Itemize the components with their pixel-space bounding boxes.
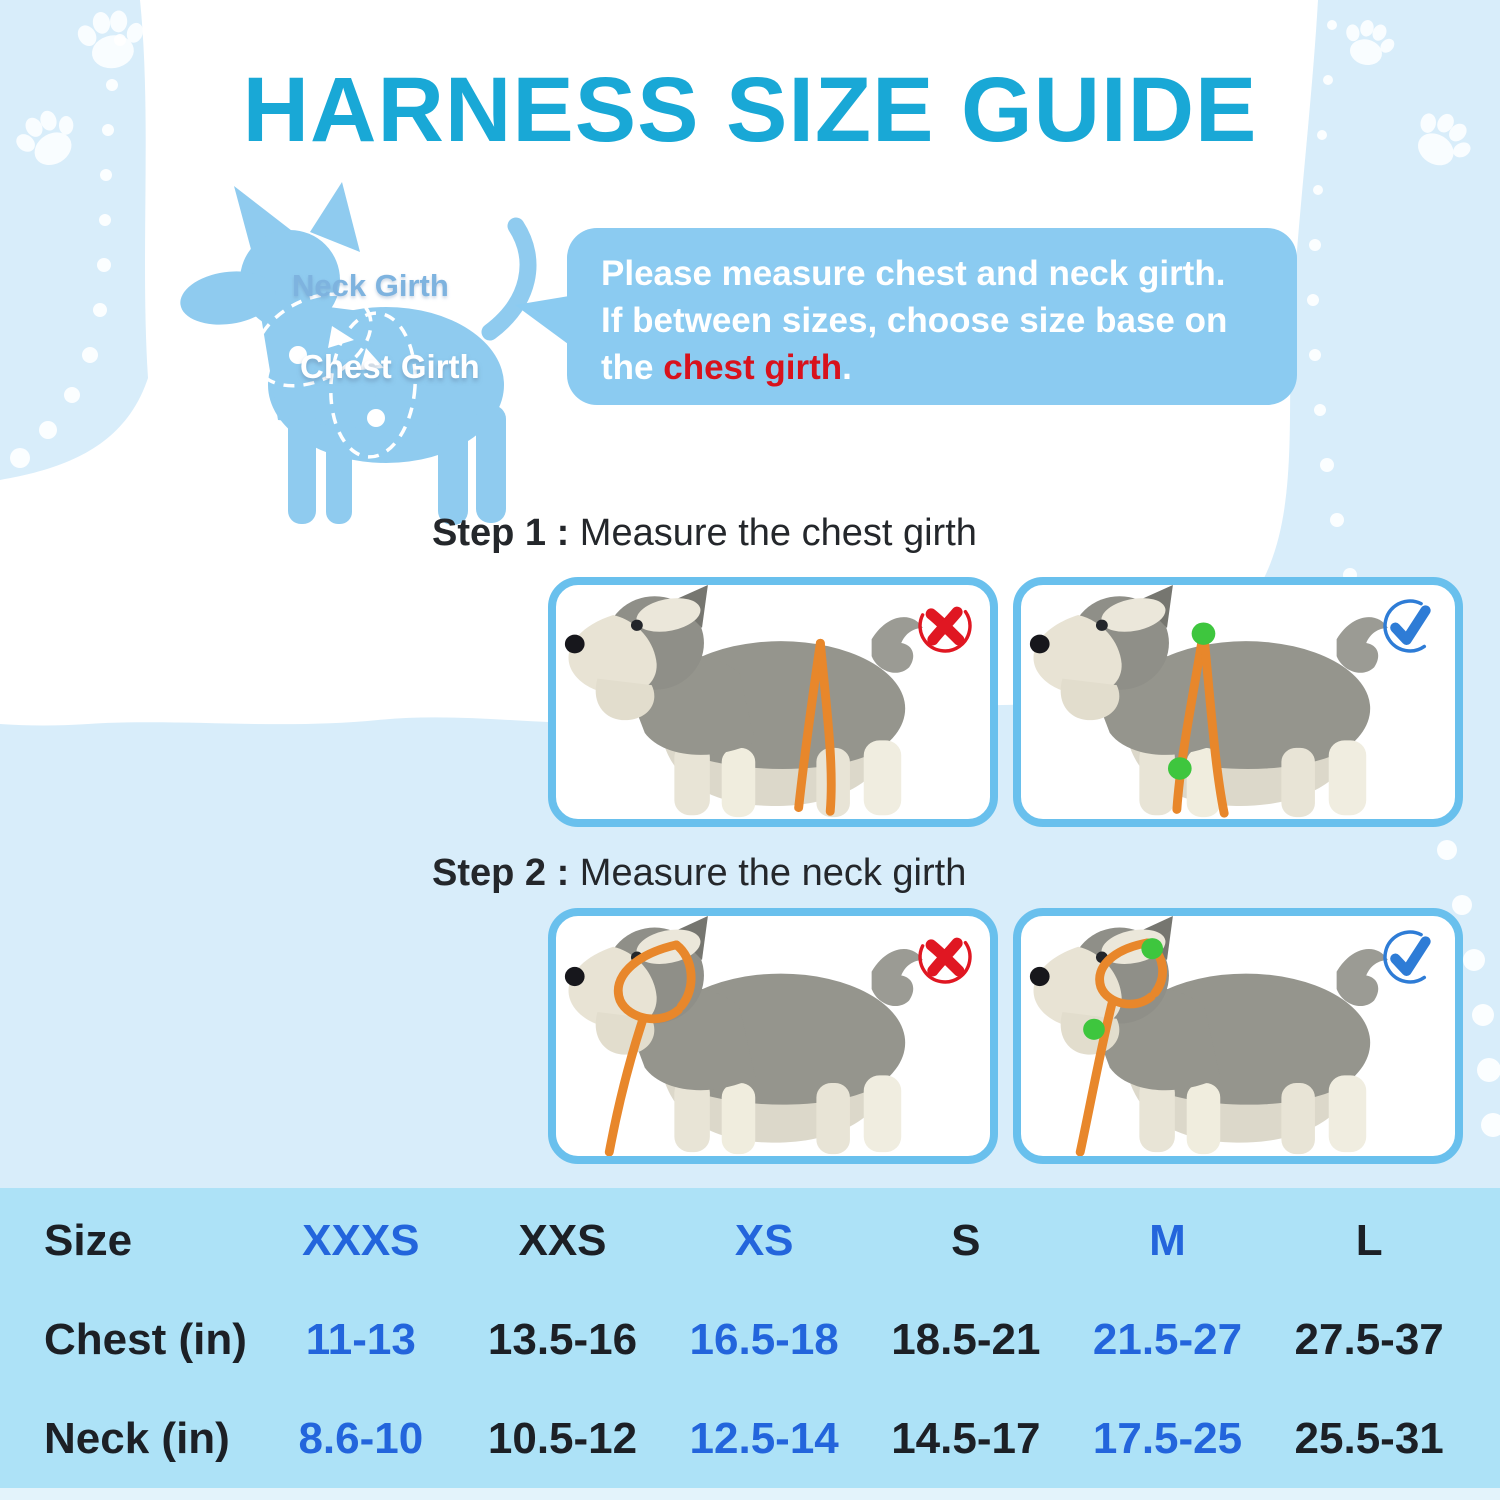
dog-silhouette-graphic [180,182,537,525]
plush-dog-photo [1029,916,1388,1156]
x-mark-icon [914,595,976,657]
size-col-xs: XS [734,1216,794,1266]
chest-girth-highlight: chest girth [663,348,843,387]
step2-wrong-card [548,908,998,1164]
page-title: HARNESS SIZE GUIDE [242,59,1258,161]
step2-correct-card [1013,908,1463,1164]
neck-girth-label: Neck Girth [292,268,449,303]
chest-row-label: Chest (in) [44,1314,247,1364]
bubble-tail [511,289,575,345]
neck-l: 25.5-31 [1294,1413,1444,1463]
step1-wrong-card [548,577,998,827]
check-mark-icon [1379,595,1441,657]
chest-m: 21.5-27 [1092,1314,1243,1364]
chest-xs: 16.5-18 [689,1314,839,1364]
step-1-title: Measure the chest girth [569,512,977,554]
chest-girth-label: Chest Girth [300,348,480,385]
dog-measurement-diagram [138,180,548,532]
neck-m: 17.5-25 [1092,1413,1243,1463]
step-2-prefix: Step 2 : [432,852,570,894]
step-1-prefix: Step 1 : [432,512,570,554]
chest-l: 27.5-37 [1294,1314,1444,1364]
chest-xxxs: 11-13 [305,1314,416,1364]
step-1-heading: Step 1 : Measure the chest girth [432,512,977,555]
plush-dog-photo [564,585,923,818]
chest-s: 18.5-21 [891,1314,1041,1364]
step1-correct-card [1013,577,1463,827]
measure-point-marker [1141,938,1164,960]
measure-point-marker [1191,622,1216,645]
size-col-xxxs: XXXS [302,1216,420,1266]
step-2-heading: Step 2 : Measure the neck girth [432,852,966,895]
neck-xxs: 10.5-12 [487,1413,638,1463]
plush-dog-photo [1029,585,1388,818]
size-header-label: Size [44,1216,133,1266]
size-col-l: L [1355,1216,1383,1266]
size-col-m: M [1149,1216,1186,1266]
check-mark-icon [1379,926,1441,988]
step-2-title: Measure the neck girth [569,852,967,894]
note-line-3: the chest girth. [601,348,852,387]
note-line-1: Please measure chest and neck girth. [601,254,1226,293]
neck-row-label: Neck (in) [44,1413,230,1463]
chest-xxs: 13.5-16 [487,1314,638,1364]
measure-point-marker [1083,1018,1105,1040]
x-mark-icon [914,926,976,988]
measure-point-marker [1167,757,1192,780]
note-line-2: If between sizes, choose size base on [601,301,1228,340]
size-table: Size XXXS XXS XS S M L Chest (in) 11-13 … [30,1192,1470,1488]
neck-s: 14.5-17 [891,1413,1041,1463]
plush-dog-photo [564,916,923,1156]
measurement-note-bubble: Please measure chest and neck girth. If … [567,228,1297,405]
neck-xxxs: 8.6-10 [298,1413,424,1463]
size-col-xxs: XXS [518,1216,607,1266]
size-col-s: S [951,1216,981,1266]
neck-xs: 12.5-14 [689,1413,839,1463]
